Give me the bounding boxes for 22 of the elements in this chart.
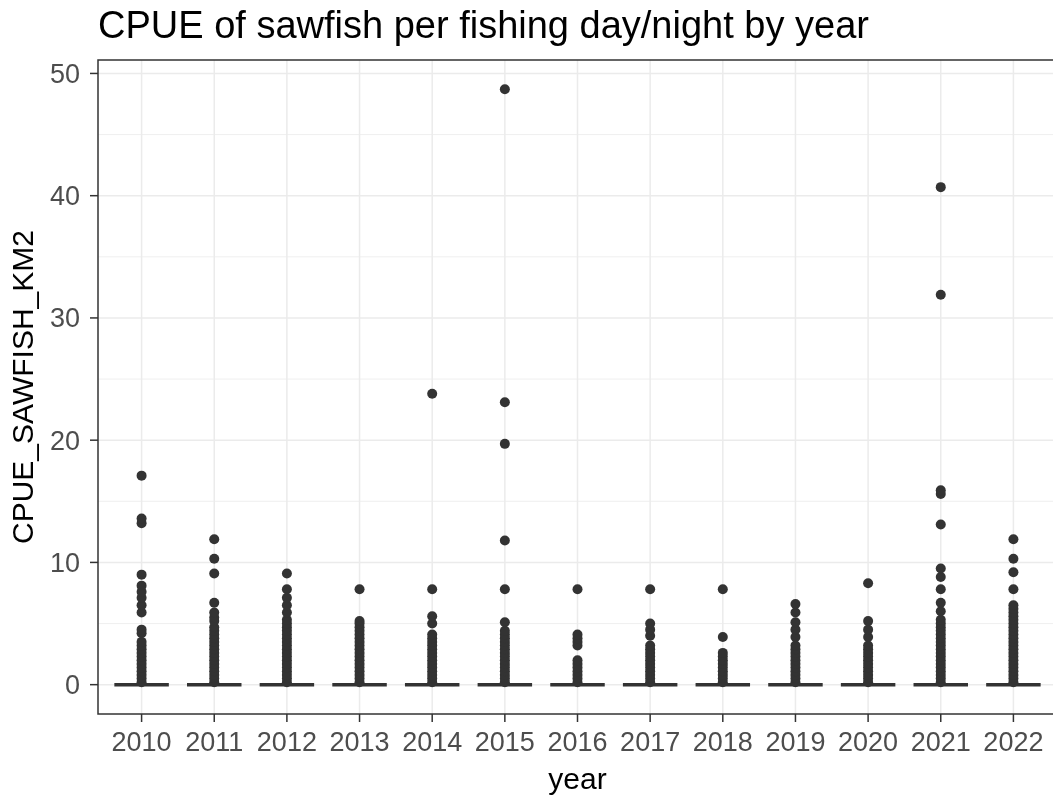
- x-tick-label: 2015: [474, 727, 535, 757]
- x-tick-label: 2016: [547, 727, 608, 757]
- y-tick-label: 30: [49, 303, 80, 334]
- x-tick-label: 2010: [111, 727, 172, 757]
- x-tick-label: 2022: [983, 727, 1044, 757]
- y-tick-label: 10: [49, 547, 80, 578]
- y-tick-label: 40: [49, 181, 80, 212]
- y-axis-title: CPUE_SAWFISH_KM2: [6, 230, 39, 544]
- x-tick-label: 2021: [910, 727, 971, 757]
- x-tick-label: 2012: [256, 727, 317, 757]
- y-tick-label: 0: [64, 670, 80, 701]
- x-tick-label: 2014: [402, 727, 463, 757]
- x-axis-title: year: [548, 762, 607, 795]
- y-tick-label: 20: [49, 425, 80, 456]
- x-tick-label: 2018: [692, 727, 753, 757]
- chart-title: CPUE of sawfish per fishing day/night by year: [98, 4, 870, 46]
- x-tick-label: 2013: [329, 727, 390, 757]
- x-tick-label: 2019: [765, 727, 826, 757]
- x-tick-label: 2017: [620, 727, 681, 757]
- x-tick-label: 2020: [838, 727, 899, 757]
- x-tick-label: 2011: [185, 727, 244, 757]
- y-tick-label: 50: [49, 58, 80, 89]
